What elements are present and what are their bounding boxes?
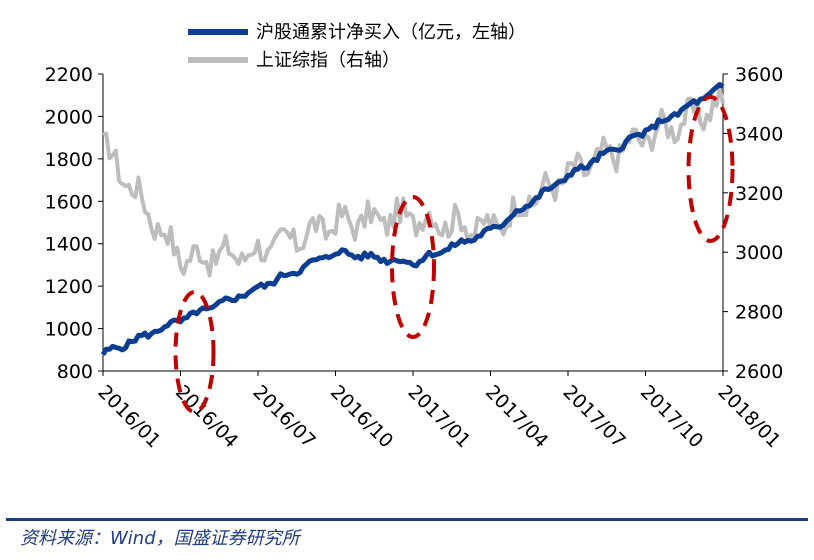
legend-label-hgt-cumulative: 沪股通累计净买入（亿元，左轴） xyxy=(256,22,526,43)
left-tick-label: 2000 xyxy=(45,106,93,128)
x-tick-label: 2016/10 xyxy=(326,381,397,452)
footer-divider xyxy=(6,518,808,521)
series-sse-index xyxy=(102,85,725,278)
highlight-ellipse xyxy=(686,95,735,243)
line-sse-index xyxy=(102,85,725,278)
left-tick-label: 1200 xyxy=(45,276,93,298)
left-axis-ticks: 800 1000 1200 1400 1600 1800 2000 2200 xyxy=(45,64,103,383)
right-tick-label: 2800 xyxy=(735,302,783,324)
highlight-ellipse xyxy=(390,195,436,339)
right-tick-label: 3400 xyxy=(735,123,783,145)
legend: 沪股通累计净买入（亿元，左轴） 上证综指（右轴） xyxy=(188,22,526,71)
left-tick-label: 800 xyxy=(57,361,93,383)
right-tick-label: 3000 xyxy=(735,242,783,264)
x-tick-label: 2017/07 xyxy=(558,381,629,452)
left-tick-label: 2200 xyxy=(45,64,93,86)
highlight-ellipse xyxy=(173,290,216,414)
x-tick-label: 2017/01 xyxy=(403,381,474,452)
x-tick-label: 2018/01 xyxy=(713,381,784,452)
legend-label-sse-index: 上证综指（右轴） xyxy=(256,50,400,71)
right-tick-label: 2600 xyxy=(735,361,783,383)
annotations xyxy=(173,95,735,414)
left-tick-label: 1400 xyxy=(45,234,93,256)
chart: 沪股通累计净买入（亿元，左轴） 上证综指（右轴） 800 1000 1200 1400… xyxy=(45,22,785,452)
left-tick-label: 1000 xyxy=(45,319,93,341)
x-tick-label: 2017/10 xyxy=(636,381,707,452)
source-note: 资料来源：Wind，国盛证券研究所 xyxy=(20,528,300,549)
right-axis-ticks: 2600 2800 3000 3200 3400 3600 xyxy=(723,64,783,383)
x-tick-label: 2016/01 xyxy=(93,381,164,452)
x-tick-label: 2017/04 xyxy=(481,381,552,452)
left-tick-label: 1800 xyxy=(45,149,93,171)
x-tick-label: 2016/07 xyxy=(248,381,319,452)
right-tick-label: 3600 xyxy=(735,64,783,86)
x-axis-ticks: 2016/01 2016/04 2016/07 2016/10 2017/01 2017/… xyxy=(93,371,785,452)
left-tick-label: 1600 xyxy=(45,191,93,213)
right-tick-label: 3200 xyxy=(735,183,783,205)
